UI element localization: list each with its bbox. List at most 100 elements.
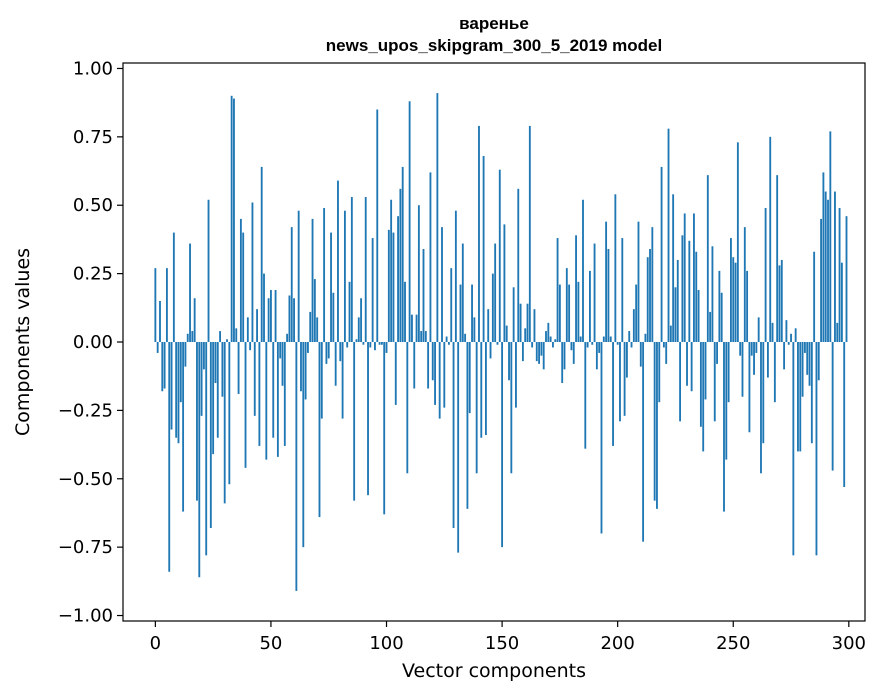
- bar: [343, 210, 346, 342]
- bar: [669, 325, 672, 342]
- bar: [727, 342, 730, 403]
- bar: [468, 342, 471, 414]
- bar: [161, 342, 164, 392]
- bar: [549, 336, 552, 342]
- bar: [693, 213, 695, 342]
- bar: [448, 342, 450, 345]
- bar: [625, 342, 628, 378]
- bar: [478, 125, 480, 342]
- bar: [436, 93, 439, 342]
- bar: [397, 216, 399, 342]
- bar: [547, 322, 550, 342]
- bar: [824, 191, 827, 342]
- bar: [713, 342, 716, 422]
- bar: [702, 342, 705, 452]
- bar: [357, 317, 360, 342]
- bar: [521, 342, 524, 362]
- bar: [304, 342, 307, 400]
- bar: [582, 199, 584, 342]
- bar: [575, 235, 577, 342]
- bar: [348, 281, 351, 342]
- bar: [739, 342, 742, 356]
- bar: [380, 342, 383, 345]
- bar: [360, 298, 363, 342]
- bars-layer: [154, 93, 848, 591]
- bar: [221, 342, 224, 397]
- y-tick-label: 1.00: [73, 58, 113, 79]
- bar: [498, 169, 501, 342]
- bar: [676, 259, 679, 342]
- bar: [501, 342, 504, 548]
- bar: [697, 290, 700, 342]
- bar: [718, 270, 721, 342]
- bar: [801, 342, 804, 397]
- bar: [794, 328, 797, 342]
- bar: [362, 342, 365, 345]
- bar: [422, 249, 425, 342]
- bar: [510, 342, 513, 474]
- bar: [755, 342, 758, 353]
- bar: [316, 317, 319, 342]
- bar: [417, 205, 420, 342]
- bar: [723, 342, 725, 512]
- bar: [750, 342, 753, 356]
- bar: [265, 342, 268, 460]
- bar: [572, 342, 575, 364]
- bar: [341, 342, 344, 419]
- bar: [239, 218, 242, 342]
- bar: [233, 98, 235, 342]
- bar: [350, 197, 353, 342]
- bar: [554, 339, 557, 342]
- bar: [288, 295, 291, 342]
- bar: [637, 221, 640, 342]
- bar: [598, 342, 601, 353]
- bar: [337, 180, 339, 342]
- chart-title-line-1: варенье: [459, 14, 529, 33]
- bar: [445, 336, 448, 342]
- x-axis-label: Vector components: [402, 660, 586, 682]
- bar: [813, 251, 816, 342]
- bar: [542, 342, 545, 370]
- bar: [704, 342, 707, 400]
- bar: [746, 270, 749, 342]
- bar: [420, 331, 423, 342]
- bar: [387, 229, 390, 342]
- bar: [838, 207, 841, 342]
- bar: [642, 342, 645, 542]
- bar: [214, 342, 217, 384]
- bar: [464, 333, 467, 342]
- bar: [679, 342, 681, 422]
- bar: [730, 238, 732, 342]
- bar: [593, 243, 596, 342]
- bar: [512, 287, 515, 342]
- bar: [168, 342, 171, 572]
- bar: [205, 342, 208, 556]
- bar: [568, 284, 571, 342]
- x-tick-label: 100: [369, 633, 403, 654]
- bar: [383, 342, 386, 515]
- bar: [822, 172, 825, 342]
- bar: [438, 342, 441, 419]
- x-tick-label: 50: [259, 633, 282, 654]
- bar: [235, 328, 238, 342]
- bar: [732, 257, 735, 342]
- bar: [505, 325, 508, 342]
- bar: [806, 342, 809, 375]
- bar: [494, 243, 497, 342]
- bar: [797, 342, 799, 452]
- bar: [491, 273, 494, 342]
- bar: [760, 342, 762, 474]
- y-axis-label: Components values: [12, 248, 34, 436]
- y-tick-label: 0.50: [73, 195, 113, 216]
- bar: [459, 284, 462, 342]
- bar: [690, 342, 693, 392]
- bar: [769, 136, 772, 342]
- bar: [346, 342, 349, 348]
- bar: [302, 342, 305, 548]
- bar: [244, 342, 247, 468]
- bar: [762, 342, 765, 444]
- bar: [186, 333, 189, 342]
- bar: [399, 188, 402, 342]
- bar: [286, 333, 289, 342]
